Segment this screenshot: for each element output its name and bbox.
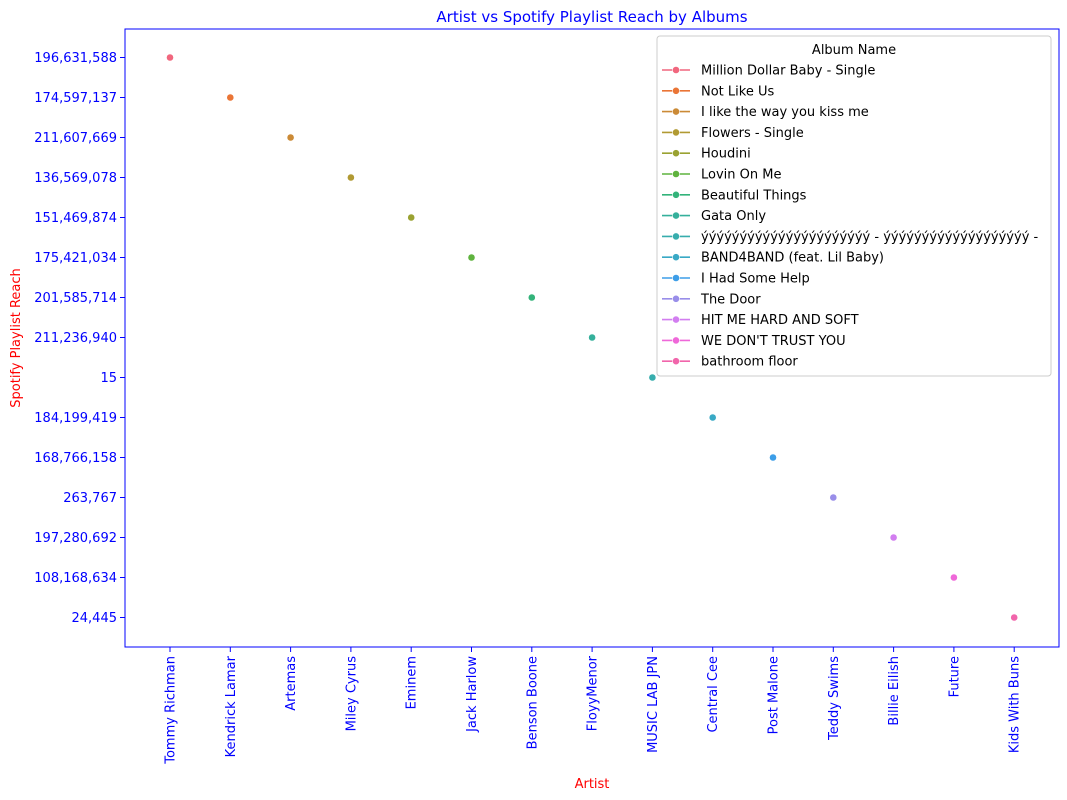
x-axis-label: Artist xyxy=(575,777,610,792)
x-axis: Tommy Richman Kendrick Lamar Artemas Miley … xyxy=(164,647,1023,765)
legend-label: I Had Some Help xyxy=(701,272,810,287)
legend-label: Not Like Us xyxy=(701,84,774,99)
data-point xyxy=(708,413,717,422)
legend-title: Album Name xyxy=(812,43,896,58)
y-tick-label: 168,766,158 xyxy=(34,451,117,466)
x-tick-label: Artemas xyxy=(284,656,299,711)
y-tick-label: 201,585,714 xyxy=(34,291,117,306)
data-point xyxy=(527,293,536,302)
data-point xyxy=(1010,613,1019,622)
y-tick-label: 184,199,419 xyxy=(34,411,117,426)
legend-label: Flowers - Single xyxy=(701,126,804,141)
data-point xyxy=(407,213,416,222)
legend-marker xyxy=(672,170,680,178)
data-point xyxy=(226,93,235,102)
legend-marker xyxy=(672,211,680,220)
data-points xyxy=(166,53,1019,622)
legend-label: WE DON'T TRUST YOU xyxy=(701,334,846,349)
legend-box xyxy=(656,35,1052,377)
legend-marker xyxy=(672,149,680,158)
legend-label: bathroom floor xyxy=(701,355,798,370)
data-point xyxy=(950,573,958,582)
x-tick-label: Future xyxy=(947,656,962,697)
x-tick-label: Kendrick Lamar xyxy=(224,655,239,757)
data-point xyxy=(467,253,476,262)
legend-marker xyxy=(672,294,680,303)
legend-marker xyxy=(672,253,680,262)
legend-label: Houdini xyxy=(701,147,751,162)
x-tick-label: Kids With Buns xyxy=(1008,656,1023,753)
data-point xyxy=(889,533,898,542)
legend-label: Lovin On Me xyxy=(701,168,781,183)
x-tick-label: Central Cee xyxy=(706,656,721,733)
data-point xyxy=(346,173,355,182)
y-tick-label: 197,280,692 xyxy=(34,531,117,546)
x-tick-label: Benson Boone xyxy=(525,656,540,749)
legend-label: Gata Only xyxy=(701,209,766,224)
legend-label: BAND4BAND (feat. Lil Baby) xyxy=(701,251,884,266)
y-tick-label: 24,445 xyxy=(72,611,118,626)
x-tick-label: Post Malone xyxy=(767,656,782,734)
legend-marker xyxy=(672,66,680,74)
legend-marker xyxy=(672,128,680,137)
legend-marker xyxy=(672,315,680,324)
legend-marker xyxy=(672,86,680,95)
legend-marker xyxy=(672,336,680,345)
y-axis: 196,631,588 174,597,137 211,607,669 136,569… xyxy=(34,51,125,626)
data-point xyxy=(769,453,777,462)
data-point xyxy=(648,373,657,382)
legend-label: Million Dollar Baby - Single xyxy=(701,64,875,79)
legend-marker xyxy=(672,190,680,199)
y-tick-label: 211,236,940 xyxy=(34,331,117,346)
legend-label: HIT ME HARD AND SOFT xyxy=(701,313,859,328)
legend-label: The Door xyxy=(700,292,761,307)
legend-label: Beautiful Things xyxy=(701,188,807,203)
data-point xyxy=(166,53,174,62)
x-tick-label: Teddy Swims xyxy=(827,656,842,741)
legend-marker xyxy=(672,232,680,241)
y-tick-label: 151,469,874 xyxy=(34,211,117,226)
y-tick-label: 263,767 xyxy=(63,491,117,506)
x-tick-label: Eminem xyxy=(405,656,420,709)
chart-title: Artist vs Spotify Playlist Reach by Albu… xyxy=(436,8,747,26)
y-tick-label: 174,597,137 xyxy=(34,91,117,106)
y-axis-label: Spotify Playlist Reach xyxy=(9,268,24,407)
x-tick-label: Tommy Richman xyxy=(164,656,179,765)
legend-label: I like the way you kiss me xyxy=(701,105,869,120)
legend-marker xyxy=(672,107,680,116)
data-point xyxy=(588,333,596,342)
x-tick-label: Jack Harlow xyxy=(465,656,480,733)
y-tick-label: 211,607,669 xyxy=(34,131,117,146)
y-tick-label: 15 xyxy=(100,371,117,386)
x-tick-label: Miley Cyrus xyxy=(344,656,359,732)
legend-label: ýýýýýýýýýýýýýýýýýýýýýý - ýýýýýýýýýýýýýýý… xyxy=(701,230,1039,245)
legend-marker xyxy=(672,357,680,366)
x-tick-label: MUSIC LAB JPN xyxy=(646,656,661,753)
x-tick-label: FloyyMenor xyxy=(586,655,601,731)
legend: Album Name Million Dollar Baby - Single N… xyxy=(656,35,1052,377)
y-tick-label: 196,631,588 xyxy=(34,51,117,66)
data-point xyxy=(286,133,295,142)
y-tick-label: 108,168,634 xyxy=(34,571,117,586)
y-tick-label: 175,421,034 xyxy=(34,251,117,266)
y-tick-label: 136,569,078 xyxy=(34,171,117,186)
legend-marker xyxy=(672,274,680,282)
x-tick-label: Billie Eilish xyxy=(887,656,902,726)
data-point xyxy=(829,493,838,502)
